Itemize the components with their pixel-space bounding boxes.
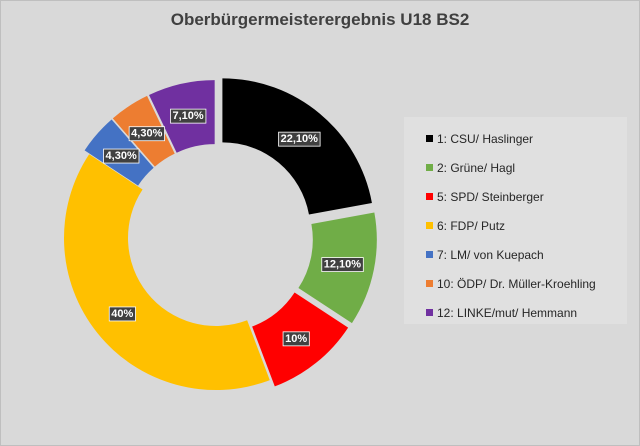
legend-item-7: 12: LINKE/mut/ Hemmann xyxy=(404,298,627,327)
svg-text:40%: 40% xyxy=(111,308,133,320)
legend-item-6: 10: ÖDP/ Dr. Müller-Kroehling xyxy=(404,269,627,298)
data-label-6: 4,30% xyxy=(128,126,165,142)
legend-swatch xyxy=(426,135,433,142)
legend-label: 12: LINKE/mut/ Hemmann xyxy=(437,305,578,320)
legend-label: 1: CSU/ Haslinger xyxy=(437,131,534,146)
chart-title: Oberbürgermeisterergebnis U18 BS2 xyxy=(170,10,470,29)
legend-item-4: 6: FDP/ Putz xyxy=(404,211,627,240)
legend-label: 5: SPD/ Steinberger xyxy=(437,189,544,204)
legend-swatch xyxy=(426,280,433,287)
svg-text:7,10%: 7,10% xyxy=(172,110,203,122)
legend-item-2: 2: Grüne/ Hagl xyxy=(404,153,627,182)
data-label-1: 22,10% xyxy=(278,131,321,147)
svg-text:12,10%: 12,10% xyxy=(324,259,362,271)
donut-slice-4 xyxy=(63,154,270,391)
data-label-7: 7,10% xyxy=(170,108,207,124)
svg-text:10%: 10% xyxy=(285,333,307,345)
legend-label: 2: Grüne/ Hagl xyxy=(437,160,516,175)
data-label-2: 12,10% xyxy=(321,257,364,272)
legend-swatch xyxy=(426,164,433,171)
legend-label: 6: FDP/ Putz xyxy=(437,218,506,233)
legend-item-1: 1: CSU/ Haslinger xyxy=(404,124,627,153)
data-label-4: 40% xyxy=(108,306,136,322)
svg-text:4,30%: 4,30% xyxy=(106,150,137,162)
legend-swatch xyxy=(426,251,433,258)
legend-item-3: 5: SPD/ Steinberger xyxy=(404,182,627,211)
legend-label: 10: ÖDP/ Dr. Müller-Kroehling xyxy=(437,276,596,291)
legend-label: 7: LM/ von Kuepach xyxy=(437,247,544,262)
legend-swatch xyxy=(426,309,433,316)
data-label-5: 4,30% xyxy=(103,148,140,164)
legend-swatch xyxy=(426,222,433,229)
donut-chart: 22,10% 12,10% 10% 40% 4,30% 4,30% 7,10% xyxy=(63,78,377,391)
data-label-3: 10% xyxy=(282,331,310,347)
svg-text:4,30%: 4,30% xyxy=(131,128,162,140)
svg-text:22,10%: 22,10% xyxy=(281,133,319,145)
legend-item-5: 7: LM/ von Kuepach xyxy=(404,240,627,269)
legend-swatch xyxy=(426,193,433,200)
chart-legend: 1: CSU/ Haslinger 2: Grüne/ Hagl 5: SPD/ S… xyxy=(404,117,627,324)
